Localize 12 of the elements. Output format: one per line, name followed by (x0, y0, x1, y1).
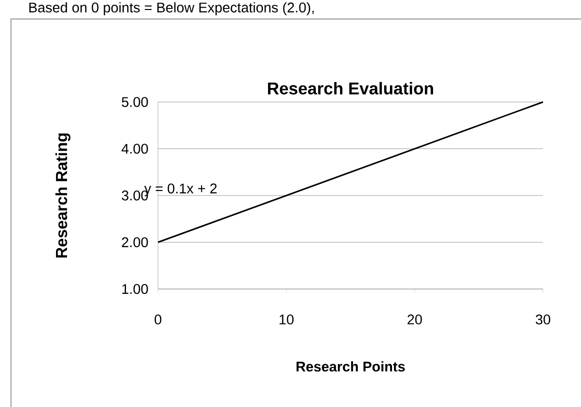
x-tick-label: 30 (536, 314, 550, 324)
x-tick-label: 20 (408, 314, 422, 324)
y-tick-label: 2.00 (122, 237, 148, 248)
y-tick-label: 1.00 (122, 284, 148, 294)
y-axis-title: Research Rating (55, 133, 70, 258)
y-tick-label: 5.00 (122, 97, 148, 107)
text: Based on 0 points = Below Expectations (2.0), (29, 2, 314, 16)
chart-title: Research Evaluation (268, 82, 434, 95)
y-tick-label: 4.00 (122, 144, 148, 154)
x-tick-label: 0 (154, 314, 162, 324)
x-tick-label: 10 (280, 314, 294, 324)
x-axis-title: Research Points (296, 361, 405, 372)
